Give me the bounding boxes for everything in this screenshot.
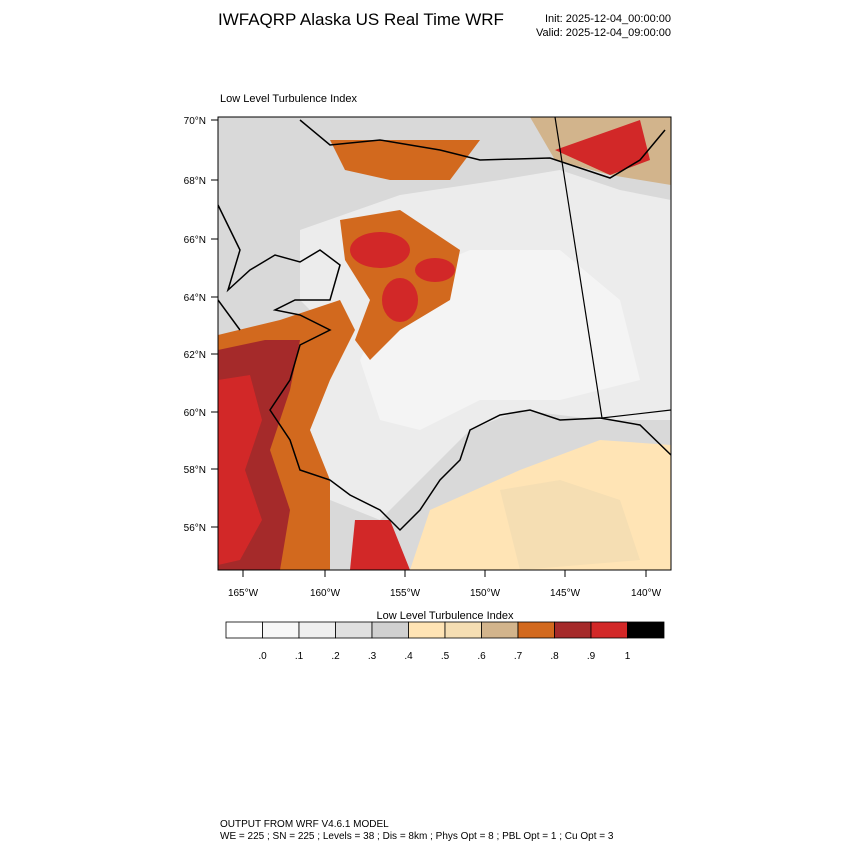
lon-label: 165°W [228, 588, 259, 599]
colorbar-label: .0 [258, 651, 267, 662]
colorbar-label: .3 [368, 651, 377, 662]
coastline [218, 119, 671, 532]
colorbar: .0 .1 .2 .3 .4 .5 .6 .7 .8 .9 1 [225, 621, 665, 662]
colorbar-label: .6 [477, 651, 486, 662]
init-time: Init: 2025-12-04_00:00:00 [545, 13, 671, 25]
border [554, 117, 671, 419]
lat-label: 56°N [184, 523, 206, 534]
colorbar-box [554, 621, 592, 639]
lon-label: 140°W [631, 588, 662, 599]
colorbar-box [225, 621, 263, 639]
lon-label: 150°W [470, 588, 501, 599]
field-red-blob [350, 232, 410, 268]
colorbar-box [262, 621, 300, 639]
colorbar-box [444, 621, 482, 639]
footer-line: WE = 225 ; SN = 225 ; Levels = 38 ; Dis … [220, 831, 614, 842]
colorbar-label: .8 [550, 651, 559, 662]
colorbar-label: .2 [331, 651, 340, 662]
colorbar-box [517, 621, 555, 639]
colorbar-box [335, 621, 373, 639]
colorbar-box [371, 621, 409, 639]
field-red-blob [415, 258, 455, 282]
lon-labels: 165°W 160°W 155°W 150°W 145°W 140°W [228, 570, 662, 599]
lon-label: 145°W [550, 588, 581, 599]
lat-label: 60°N [184, 408, 206, 419]
map-frame [217, 116, 672, 571]
lat-label: 64°N [184, 293, 206, 304]
lon-label: 155°W [390, 588, 421, 599]
field-red [218, 375, 262, 565]
lat-label: 58°N [184, 465, 206, 476]
colorbar-label: .5 [441, 651, 450, 662]
colorbar-label: .4 [404, 651, 413, 662]
colorbar-label: 1 [625, 651, 631, 662]
lat-label: 68°N [184, 176, 206, 187]
lat-label: 70°N [184, 116, 206, 127]
lat-label: 62°N [184, 350, 206, 361]
title: IWFAQRP Alaska US Real Time WRF [218, 10, 504, 29]
colorbar-label: .7 [514, 651, 523, 662]
colorbar-box [590, 621, 628, 639]
map-label: Low Level Turbulence Index [220, 93, 357, 105]
colorbar-box [298, 621, 336, 639]
colorbar-label: .1 [295, 651, 304, 662]
lat-labels: 70°N 68°N 66°N 64°N 62°N 60°N 58°N 56°N [184, 116, 218, 534]
field-red-south [350, 520, 410, 570]
field-wheat-dark [500, 480, 640, 570]
colorbar-box [481, 621, 519, 639]
field-red-ne [555, 120, 650, 175]
colorbar-box [408, 621, 446, 639]
field-red-blob [382, 278, 418, 322]
lon-label: 160°W [310, 588, 341, 599]
footer-line: OUTPUT FROM WRF V4.6.1 MODEL [220, 819, 389, 830]
colorbar-label: .9 [587, 651, 596, 662]
colorbar-box [627, 621, 665, 639]
map-field [218, 117, 671, 570]
lat-label: 66°N [184, 235, 206, 246]
valid-time: Valid: 2025-12-04_09:00:00 [536, 27, 671, 39]
colorbar-title: Low Level Turbulence Index [377, 610, 514, 622]
